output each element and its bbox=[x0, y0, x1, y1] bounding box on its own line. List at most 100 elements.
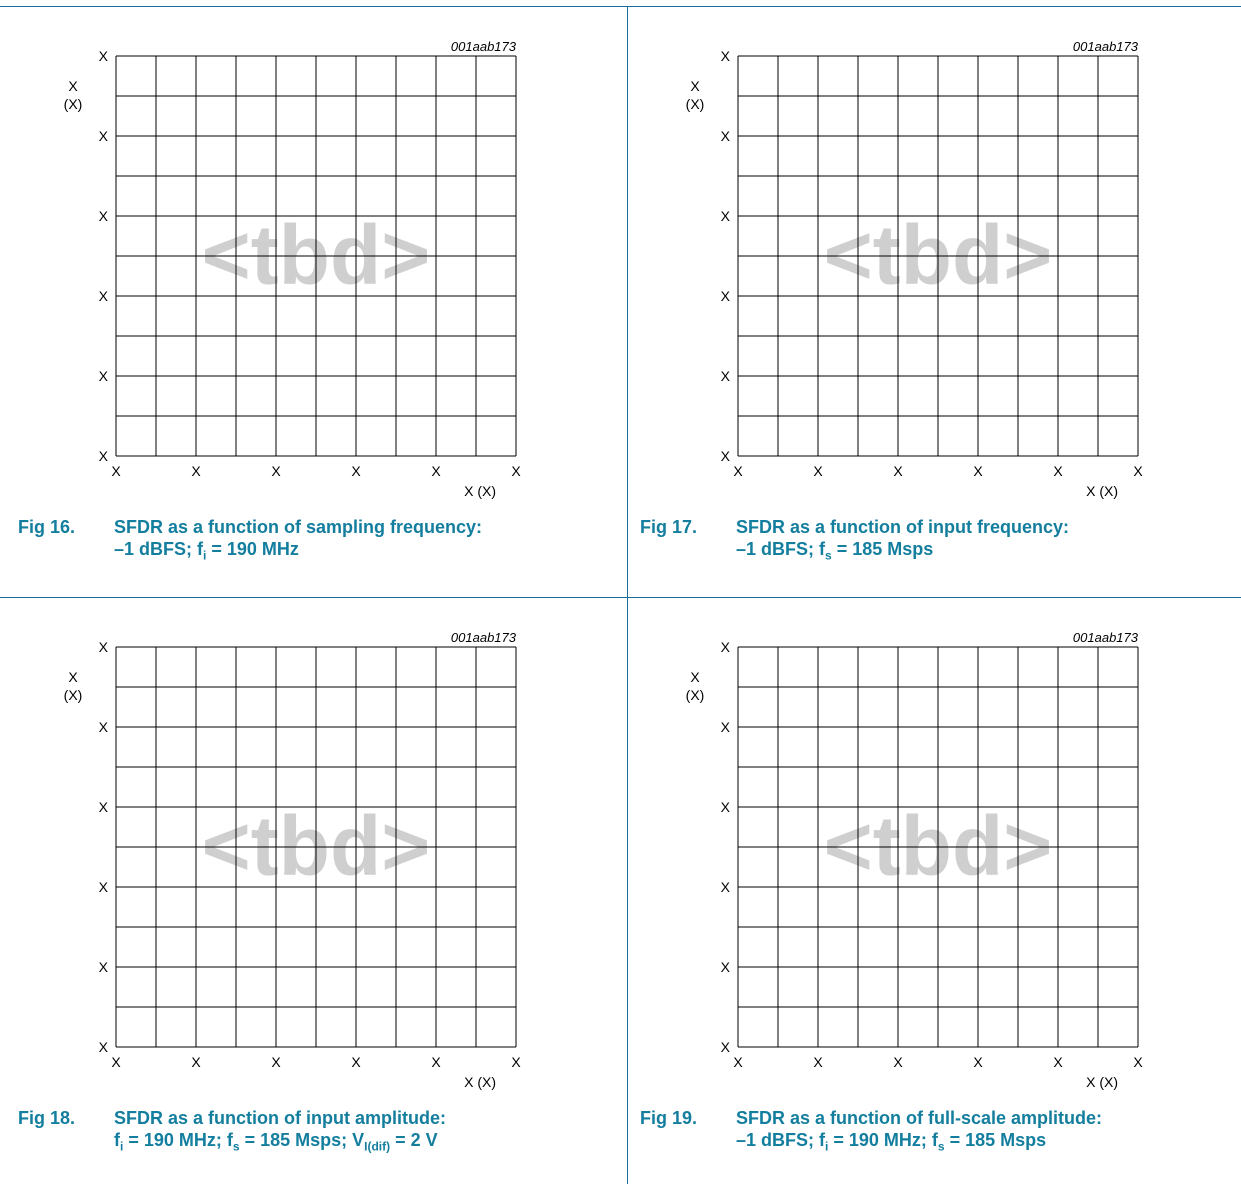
y-tick-label: X bbox=[721, 128, 731, 144]
x-tick-label: X bbox=[973, 463, 983, 479]
x-tick-label: X bbox=[1053, 463, 1063, 479]
y-tick-label: X bbox=[721, 448, 731, 464]
figure-caption: Fig 19. SFDR as a function of full-scale … bbox=[640, 1107, 1230, 1154]
x-tick-label: X bbox=[1053, 1054, 1063, 1070]
caption-line-2: –1 dBFS; fi = 190 MHz; fs = 185 Msps bbox=[640, 1129, 1230, 1154]
caption-subscript: s bbox=[232, 1139, 240, 1154]
caption-text: = 185 Msps bbox=[831, 539, 934, 559]
x-tick-label: X bbox=[813, 463, 823, 479]
caption-text: = 2 V bbox=[390, 1130, 438, 1150]
figure-panel-19: <tbd> 001aab173 X X X X X X X (X) X X X X X X X (X) Fig 1… bbox=[622, 597, 1241, 1189]
figure-number: Fig 16. bbox=[18, 517, 76, 537]
caption-subscript: s bbox=[937, 1139, 945, 1154]
y-tick-label: X bbox=[99, 1039, 109, 1055]
y-tick-label: X bbox=[99, 208, 109, 224]
figure-code: 001aab173 bbox=[451, 39, 517, 54]
x-tick-label: X bbox=[1133, 463, 1143, 479]
caption-line-2: –1 dBFS; fi = 190 MHz bbox=[18, 538, 608, 563]
figure-number: Fig 17. bbox=[640, 517, 698, 537]
y-axis-unit: (X) bbox=[686, 687, 705, 703]
caption-text: = 190 MHz bbox=[206, 539, 299, 559]
caption-line-1: Fig 19. SFDR as a function of full-scale … bbox=[640, 1107, 1230, 1129]
y-axis-label: X bbox=[68, 669, 78, 685]
y-tick-label: X bbox=[99, 368, 109, 384]
y-tick-label: X bbox=[99, 879, 109, 895]
y-tick-label: X bbox=[99, 959, 109, 975]
y-axis-label: X bbox=[690, 78, 700, 94]
caption-text: –1 dBFS; f bbox=[736, 539, 826, 559]
y-axis-unit: (X) bbox=[686, 96, 705, 112]
x-axis-label: X (X) bbox=[464, 1074, 496, 1090]
caption-text: –1 dBFS; f bbox=[736, 1130, 826, 1150]
x-tick-label: X bbox=[511, 463, 521, 479]
y-tick-label: X bbox=[99, 799, 109, 815]
y-tick-label: X bbox=[99, 288, 109, 304]
y-axis-label: X bbox=[68, 78, 78, 94]
caption-text: = 190 MHz; f bbox=[123, 1130, 233, 1150]
y-axis-unit: (X) bbox=[64, 687, 83, 703]
y-tick-label: X bbox=[99, 128, 109, 144]
x-tick-label: X bbox=[191, 463, 201, 479]
caption-text: –1 dBFS; f bbox=[114, 539, 204, 559]
x-tick-label: X bbox=[893, 1054, 903, 1070]
y-tick-label: X bbox=[721, 639, 731, 655]
x-tick-label: X bbox=[733, 1054, 743, 1070]
y-tick-label: X bbox=[721, 799, 731, 815]
figure-code: 001aab173 bbox=[1073, 630, 1139, 645]
y-tick-label: X bbox=[99, 719, 109, 735]
figure-code: 001aab173 bbox=[1073, 39, 1139, 54]
x-tick-label: X bbox=[733, 463, 743, 479]
y-tick-label: X bbox=[721, 879, 731, 895]
y-tick-label: X bbox=[721, 959, 731, 975]
y-tick-label: X bbox=[721, 368, 731, 384]
caption-subscript: I(dif) bbox=[364, 1139, 391, 1154]
y-tick-label: X bbox=[721, 48, 731, 64]
x-tick-label: X bbox=[271, 463, 281, 479]
y-tick-label: X bbox=[721, 208, 731, 224]
caption-subscript: i bbox=[120, 1139, 124, 1154]
y-tick-label: X bbox=[99, 639, 109, 655]
x-tick-label: X bbox=[111, 1054, 121, 1070]
x-axis-label: X (X) bbox=[1086, 483, 1118, 499]
y-axis-label: X bbox=[690, 669, 700, 685]
frame-vertical-divider bbox=[627, 6, 628, 1184]
frame-middle-border bbox=[0, 597, 1241, 598]
y-tick-label: X bbox=[721, 288, 731, 304]
caption-line-1: Fig 18. SFDR as a function of input ampli… bbox=[18, 1107, 608, 1129]
caption-line-1: Fig 16. SFDR as a function of sampling fr… bbox=[18, 516, 608, 538]
x-tick-label: X bbox=[813, 1054, 823, 1070]
caption-text: f bbox=[114, 1130, 120, 1150]
caption-text: = 185 Msps bbox=[944, 1130, 1047, 1150]
x-tick-label: X bbox=[431, 463, 441, 479]
caption-text: = 190 MHz; f bbox=[828, 1130, 938, 1150]
caption-subscript: i bbox=[825, 1139, 829, 1154]
x-tick-label: X bbox=[893, 463, 903, 479]
x-tick-label: X bbox=[351, 463, 361, 479]
x-axis-label: X (X) bbox=[1086, 1074, 1118, 1090]
figure-caption: Fig 16. SFDR as a function of sampling fr… bbox=[18, 516, 608, 563]
caption-subscript: s bbox=[825, 548, 832, 563]
figure-number: Fig 19. bbox=[640, 1108, 698, 1128]
figure-panel-17: <tbd> 001aab173 X X X X X X X (X) X X X X X X X (X) Fig 1… bbox=[622, 6, 1241, 598]
caption-title: SFDR as a function of full-scale amplitu… bbox=[736, 1108, 1103, 1128]
y-tick-label: X bbox=[721, 719, 731, 735]
caption-subscript: i bbox=[203, 548, 207, 563]
x-tick-label: X bbox=[351, 1054, 361, 1070]
x-tick-label: X bbox=[431, 1054, 441, 1070]
figure-caption: Fig 18. SFDR as a function of input ampli… bbox=[18, 1107, 608, 1154]
caption-line-2: fi = 190 MHz; fs = 185 Msps; VI(dif) = 2… bbox=[18, 1129, 608, 1154]
figure-panel-18: <tbd> 001aab173 X X X X X X X (X) X X X X X X X (X) Fig 1… bbox=[0, 597, 620, 1189]
x-tick-label: X bbox=[973, 1054, 983, 1070]
caption-title: SFDR as a function of input frequency: bbox=[736, 517, 1070, 537]
caption-text: = 185 Msps; V bbox=[239, 1130, 365, 1150]
caption-title: SFDR as a function of sampling frequency… bbox=[114, 517, 483, 537]
y-axis-unit: (X) bbox=[64, 96, 83, 112]
figure-panel-16: <tbd> 001aab173 X X X X X X X (X) X X X X X X X (X) Fig 1… bbox=[0, 6, 620, 598]
caption-title: SFDR as a function of input amplitude: bbox=[114, 1108, 446, 1128]
caption-line-1: Fig 17. SFDR as a function of input frequ… bbox=[640, 516, 1230, 538]
